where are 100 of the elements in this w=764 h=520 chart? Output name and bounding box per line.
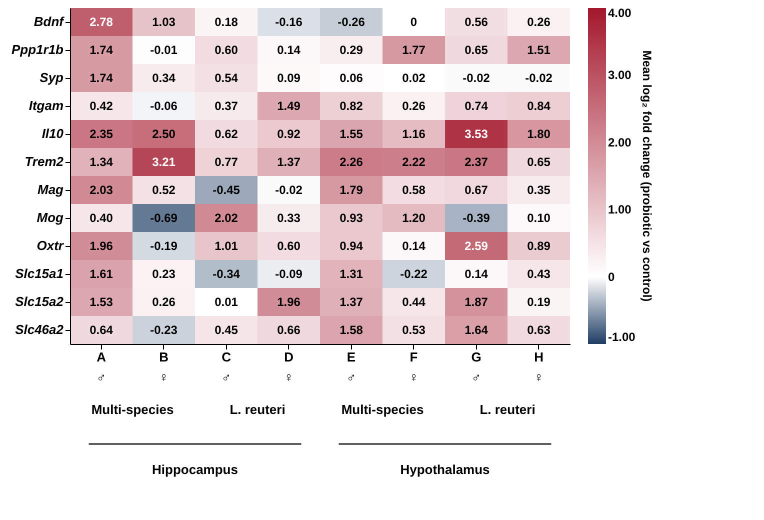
- data-label: 0.60: [277, 239, 301, 253]
- data-label: 0.14: [402, 239, 426, 253]
- data-label: 0.66: [277, 323, 301, 337]
- data-label: 1.31: [340, 267, 364, 281]
- data-label: 0.26: [152, 295, 176, 309]
- data-label: 0.53: [402, 323, 426, 337]
- data-label: 0.14: [464, 267, 488, 281]
- data-label: 0.94: [340, 239, 364, 253]
- y-tick-label: Oxtr: [36, 238, 64, 253]
- data-label: 1.87: [464, 295, 488, 309]
- color-bar-label: -1.00: [608, 330, 636, 344]
- data-label: -0.19: [150, 239, 178, 253]
- data-label: 0.63: [527, 323, 551, 337]
- data-label: 0.65: [527, 155, 551, 169]
- x-tick-label: C ♂: [221, 350, 232, 384]
- data-label: 1.20: [402, 211, 426, 225]
- y-tick-label: Bdnf: [34, 14, 66, 29]
- data-label: 0.33: [277, 211, 301, 225]
- data-label: 0.43: [527, 267, 551, 281]
- data-label: 0.29: [340, 43, 364, 57]
- data-label: 1.77: [402, 43, 426, 57]
- data-label: -0.06: [150, 99, 178, 113]
- data-label: -0.39: [462, 211, 490, 225]
- color-bar-label: 3.00: [608, 68, 632, 82]
- y-tick-label: Mog: [36, 210, 64, 225]
- y-tick-label: Ppp1r1b: [11, 42, 64, 57]
- color-bar-label: 0: [608, 270, 615, 284]
- data-label: 2.26: [340, 155, 364, 169]
- data-label: 2.59: [464, 239, 488, 253]
- data-label: 0.84: [527, 99, 551, 113]
- data-label: 0.44: [402, 295, 426, 309]
- data-label: 1.37: [340, 295, 364, 309]
- color-bar-label: 2.00: [608, 135, 632, 150]
- data-label: 0.89: [527, 239, 551, 253]
- data-label: 0.01: [214, 295, 238, 309]
- data-label: -0.16: [275, 15, 303, 29]
- y-tick-label: Itgam: [28, 98, 64, 113]
- data-label: 0.09: [277, 71, 301, 85]
- data-label: 0.56: [464, 15, 488, 29]
- y-tick-label: Slc46a2: [15, 322, 64, 337]
- data-label: 0.93: [340, 211, 364, 225]
- data-label: 0.23: [152, 267, 176, 281]
- color-bar-label: 4.00: [608, 6, 632, 20]
- data-label: 2.03: [90, 183, 114, 197]
- data-label: 0.77: [214, 155, 238, 169]
- data-label: -0.01: [150, 43, 178, 57]
- data-label: 1.74: [90, 71, 114, 85]
- data-label: 2.78: [90, 15, 114, 29]
- data-label: 2.22: [402, 155, 426, 169]
- color-bar-title: Mean log₂ fold change (probiotic vs control): [640, 50, 654, 302]
- data-label: 1.74: [90, 43, 114, 57]
- data-label: -0.26: [338, 15, 366, 29]
- data-label: 0.10: [527, 211, 551, 225]
- data-label: 1.80: [527, 127, 551, 141]
- data-label: 0.67: [464, 183, 488, 197]
- data-label: 0.58: [402, 183, 426, 197]
- data-label: -0.02: [275, 183, 303, 197]
- text: L. reuteri: [230, 402, 286, 417]
- data-label: -0.23: [150, 323, 178, 337]
- text: Multi-species: [341, 402, 424, 417]
- y-tick-label: Trem2: [24, 154, 64, 169]
- data-label: -0.22: [400, 267, 428, 281]
- data-label: -0.02: [525, 71, 553, 85]
- data-label: 1.51: [527, 43, 551, 57]
- data-label: 0: [410, 15, 418, 29]
- y-tick-label: Il10: [42, 126, 64, 141]
- data-label: 1.37: [277, 155, 301, 169]
- y-tick-label: Slc15a2: [15, 294, 64, 309]
- y-tick-label: Slc15a1: [15, 266, 64, 281]
- text: Multi-species: [91, 402, 174, 417]
- data-label: 3.21: [152, 155, 176, 169]
- x-tick-label: A ♂: [96, 350, 107, 384]
- data-label: 0.06: [340, 71, 364, 85]
- y-tick-label: Mag: [38, 182, 64, 197]
- data-label: 1.64: [464, 323, 488, 337]
- data-label: 0.82: [340, 99, 364, 113]
- data-label: -0.69: [150, 211, 178, 225]
- x-tick-label: B ♀: [158, 350, 169, 384]
- data-label: 0.40: [90, 211, 114, 225]
- data-label: -0.45: [212, 183, 240, 197]
- data-label: 0.60: [214, 43, 238, 57]
- x-tick-label: F ♀: [408, 350, 419, 384]
- data-label: 1.96: [90, 239, 114, 253]
- data-label: 0.18: [214, 15, 238, 29]
- text: Hippocampus: [152, 462, 238, 477]
- data-label: 0.02: [402, 71, 426, 85]
- data-label: 0.52: [152, 183, 176, 197]
- data-label: 0.74: [464, 99, 488, 113]
- data-label: 1.58: [340, 323, 364, 337]
- data-label: 1.03: [152, 15, 176, 29]
- data-label: 0.26: [402, 99, 426, 113]
- x-tick-label: G ♂: [471, 350, 482, 384]
- data-label: 0.35: [527, 183, 551, 197]
- data-label: 0.62: [214, 127, 238, 141]
- data-label: 2.02: [214, 211, 238, 225]
- data-label: 1.16: [402, 127, 426, 141]
- color-bar-label: 1.00: [608, 202, 632, 217]
- data-label: 0.54: [214, 71, 238, 85]
- data-label: 1.53: [90, 295, 114, 309]
- data-label: 0.64: [90, 323, 114, 337]
